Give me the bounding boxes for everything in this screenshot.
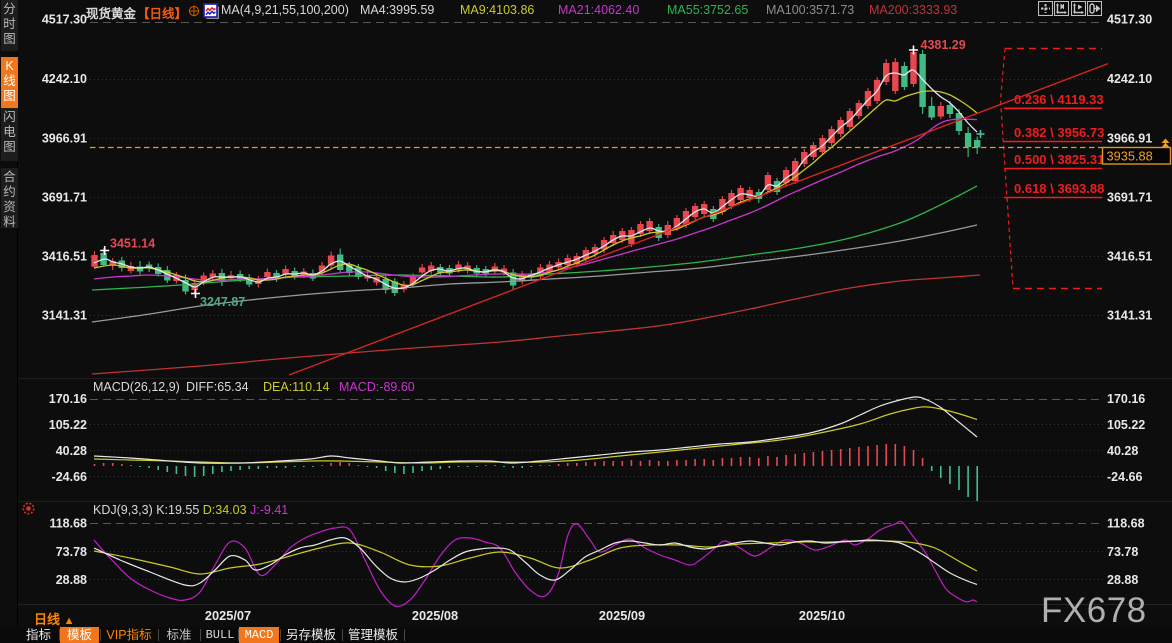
svg-text:4517.30: 4517.30 [1107, 12, 1152, 26]
svg-text:0.500 \ 3825.31: 0.500 \ 3825.31 [1014, 152, 1104, 167]
svg-text:105.22: 105.22 [1107, 418, 1145, 432]
svg-text:3416.51: 3416.51 [42, 249, 87, 263]
svg-text:40.28: 40.28 [1107, 444, 1138, 458]
svg-text:2025/09: 2025/09 [599, 608, 645, 623]
svg-text:28.88: 28.88 [56, 573, 87, 587]
svg-text:170.16: 170.16 [49, 392, 87, 406]
svg-text:3416.51: 3416.51 [1107, 249, 1152, 263]
svg-text:3691.71: 3691.71 [42, 190, 87, 204]
svg-text:3247.87: 3247.87 [200, 295, 245, 309]
svg-text:4242.10: 4242.10 [42, 72, 87, 86]
svg-text:118.68: 118.68 [1107, 516, 1145, 530]
svg-text:4517.30: 4517.30 [42, 12, 87, 26]
svg-text:3691.71: 3691.71 [1107, 190, 1152, 204]
svg-text:3141.31: 3141.31 [42, 308, 87, 322]
svg-text:73.78: 73.78 [1107, 545, 1138, 559]
svg-text:3141.31: 3141.31 [1107, 308, 1152, 322]
svg-text:FX678: FX678 [1041, 591, 1147, 630]
svg-text:3966.91: 3966.91 [42, 131, 87, 145]
svg-text:2025/10: 2025/10 [799, 608, 845, 623]
svg-text:-24.66: -24.66 [52, 470, 87, 484]
svg-text:28.88: 28.88 [1107, 573, 1138, 587]
svg-text:40.28: 40.28 [56, 444, 87, 458]
svg-text:0.382 \ 3956.73: 0.382 \ 3956.73 [1014, 125, 1104, 140]
svg-text:-24.66: -24.66 [1107, 470, 1142, 484]
svg-text:3935.88: 3935.88 [1107, 149, 1153, 164]
svg-text:4242.10: 4242.10 [1107, 72, 1152, 86]
svg-text:73.78: 73.78 [56, 545, 87, 559]
svg-text:4381.29: 4381.29 [921, 38, 966, 52]
svg-text:2025/08: 2025/08 [412, 608, 458, 623]
svg-text:0.618 \ 3693.88: 0.618 \ 3693.88 [1014, 181, 1104, 196]
svg-text:118.68: 118.68 [49, 516, 87, 530]
svg-text:3451.14: 3451.14 [110, 237, 155, 251]
svg-text:105.22: 105.22 [49, 418, 87, 432]
svg-text:2025/07: 2025/07 [205, 608, 251, 623]
svg-text:170.16: 170.16 [1107, 392, 1145, 406]
svg-text:0.236 \ 4119.33: 0.236 \ 4119.33 [1014, 92, 1104, 107]
svg-text:3966.91: 3966.91 [1107, 131, 1152, 145]
